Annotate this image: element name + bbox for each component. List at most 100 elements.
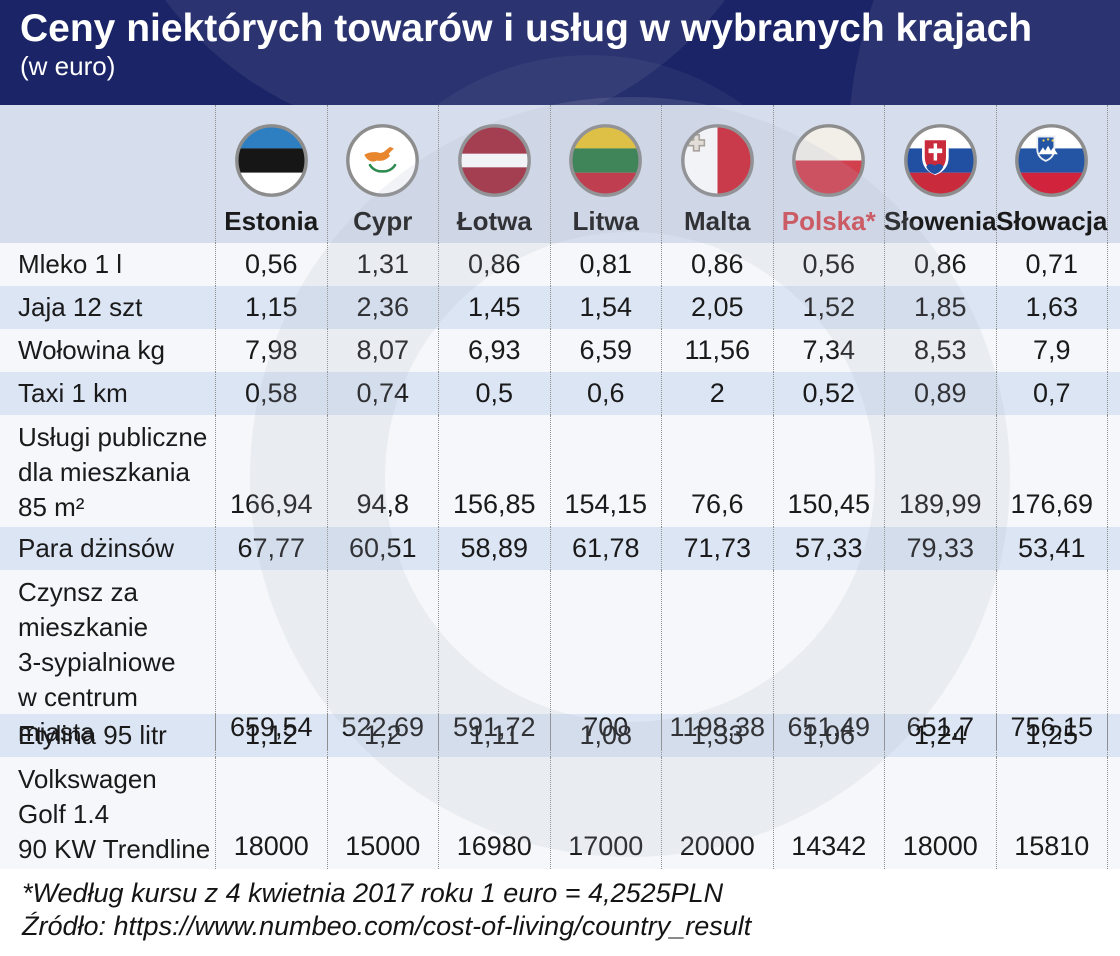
price-cell: 67,77 — [215, 527, 327, 570]
page-subtitle: (w euro) — [20, 51, 116, 81]
price-cell: 1,11 — [438, 714, 550, 757]
source-line: Źródło: https://www.numbeo.com/cost-of-l… — [22, 911, 752, 941]
price-cell: 0,7 — [995, 372, 1108, 415]
price-cell: 57,33 — [772, 527, 885, 570]
price-cell: 1,63 — [995, 286, 1108, 329]
price-cell: 651,7 — [884, 570, 996, 750]
country-label: Estonia — [224, 206, 319, 236]
country-label: Litwa — [572, 206, 639, 236]
price-cell: 2,36 — [326, 286, 439, 329]
price-cell: 1,06 — [772, 714, 885, 757]
price-cell: 2,05 — [661, 286, 773, 329]
country-label: Słowacja — [996, 206, 1108, 236]
price-cell: 2 — [661, 372, 773, 415]
row-label: Volkswagen Golf 1.4 90 KW Trendline — [0, 757, 215, 869]
price-cell: 60,51 — [326, 527, 439, 570]
price-cell: 522,69 — [326, 570, 439, 750]
table-row: Taxi 1 km 0,58 0,74 0,5 0,6 2 0,52 0,89 0,7 — [0, 372, 1120, 415]
page-title: Ceny niektórych towarów i usług w wybran… — [20, 7, 1033, 50]
price-cell: 0,5 — [438, 372, 550, 415]
row-label-line: Wołowina kg — [18, 335, 165, 365]
price-cell: 0,89 — [884, 372, 996, 415]
table-right-gutter — [1107, 243, 1120, 286]
price-cell: 1,08 — [549, 714, 662, 757]
table-right-gutter — [1107, 105, 1120, 243]
flag-malta-icon — [680, 124, 754, 197]
table-right-gutter — [1107, 714, 1120, 757]
price-cell: 79,33 — [884, 527, 996, 570]
price-cell: 1,85 — [884, 286, 996, 329]
price-cell: 1,52 — [772, 286, 885, 329]
country-label: Słowenia — [883, 206, 997, 236]
row-label: Taxi 1 km — [0, 372, 215, 415]
country-column-header: Łotwa — [438, 105, 550, 243]
price-cell: 700 — [549, 570, 662, 750]
price-cell: 0,56 — [772, 243, 885, 286]
country-column-header: Malta — [661, 105, 773, 243]
price-cell: 189,99 — [884, 415, 996, 527]
header: Ceny niektórych towarów i usług w wybran… — [0, 0, 1120, 105]
table-row: Usługi publiczne dla mieszkania 85 m² 166,9… — [0, 415, 1120, 527]
row-label-line: Etylina 95 litr — [18, 720, 167, 750]
flag-slowenia-icon — [903, 124, 977, 197]
country-column-header: Litwa — [549, 105, 662, 243]
row-label-line: Usługi publiczne — [18, 422, 208, 452]
price-cell: 94,8 — [326, 415, 439, 527]
row-label: Para dżinsów — [0, 527, 215, 570]
row-label: Jaja 12 szt — [0, 286, 215, 329]
footnote: *Według kursu z 4 kwietnia 2017 roku 1 e… — [22, 878, 724, 908]
header-decor-circle — [848, 0, 1120, 105]
row-label-line: Taxi 1 km — [18, 378, 128, 408]
price-cell: 591,72 — [438, 570, 550, 750]
flag-estonia-icon — [234, 124, 308, 197]
table-right-gutter — [1107, 286, 1120, 329]
price-cell: 0,71 — [995, 243, 1108, 286]
country-column-header: Słowacja — [995, 105, 1108, 243]
table-row: Para dżinsów 67,77 60,51 58,89 61,78 71,73 57,… — [0, 527, 1120, 570]
row-label-column-spacer — [0, 105, 215, 243]
row-label-line: 90 KW Trendline — [18, 834, 211, 864]
price-cell: 0,52 — [772, 372, 885, 415]
price-cell: 6,93 — [438, 329, 550, 372]
table-right-gutter — [1107, 570, 1120, 750]
flag-slowacja-icon — [1015, 124, 1089, 197]
table-row: Mleko 1 l 0,56 1,31 0,86 0,81 0,86 0,56 0,86 0,7… — [0, 243, 1120, 286]
price-cell: 11,56 — [661, 329, 773, 372]
price-cell: 154,15 — [549, 415, 662, 527]
row-label-line: Volkswagen — [18, 764, 157, 794]
country-label: Polska* — [781, 206, 876, 236]
price-cell: 651,49 — [772, 570, 885, 750]
table-row: Volkswagen Golf 1.4 90 KW Trendline 18000 15… — [0, 757, 1120, 869]
table-right-gutter — [1107, 372, 1120, 415]
price-cell: 0,56 — [215, 243, 327, 286]
price-cell: 1,33 — [661, 714, 773, 757]
price-cell: 20000 — [661, 757, 773, 869]
price-cell: 18000 — [884, 757, 996, 869]
price-cell: 659,54 — [215, 570, 327, 750]
country-label: Łotwa — [456, 206, 532, 236]
price-cell: 0,58 — [215, 372, 327, 415]
price-cell: 14342 — [772, 757, 885, 869]
table-right-gutter — [1107, 329, 1120, 372]
row-label: Usługi publiczne dla mieszkania 85 m² — [0, 415, 215, 527]
price-cell: 1,31 — [326, 243, 439, 286]
row-label: Etylina 95 litr — [0, 714, 215, 757]
price-cell: 18000 — [215, 757, 327, 869]
price-table: Estonia Cypr Łotwa Litwa Malta Polska* Słoweni… — [0, 97, 1120, 869]
table-row: Etylina 95 litr 1,12 1,2 1,11 1,08 1,33 1,06 1,… — [0, 714, 1120, 757]
price-cell: 7,9 — [995, 329, 1108, 372]
footer: *Według kursu z 4 kwietnia 2017 roku 1 e… — [0, 869, 1120, 943]
price-cell: 58,89 — [438, 527, 550, 570]
table-right-gutter — [1107, 527, 1120, 570]
price-cell: 61,78 — [549, 527, 662, 570]
flag-cypr-icon — [346, 124, 420, 197]
price-cell: 1,54 — [549, 286, 662, 329]
table-row: Czynsz za mieszkanie 3-sypialniowe w centru… — [0, 570, 1120, 750]
price-cell: 0,86 — [884, 243, 996, 286]
price-cell: 15000 — [326, 757, 439, 869]
row-label-line: 85 m² — [18, 492, 85, 522]
price-cell: 15810 — [995, 757, 1108, 869]
price-cell: 150,45 — [772, 415, 885, 527]
row-label: Wołowina kg — [0, 329, 215, 372]
